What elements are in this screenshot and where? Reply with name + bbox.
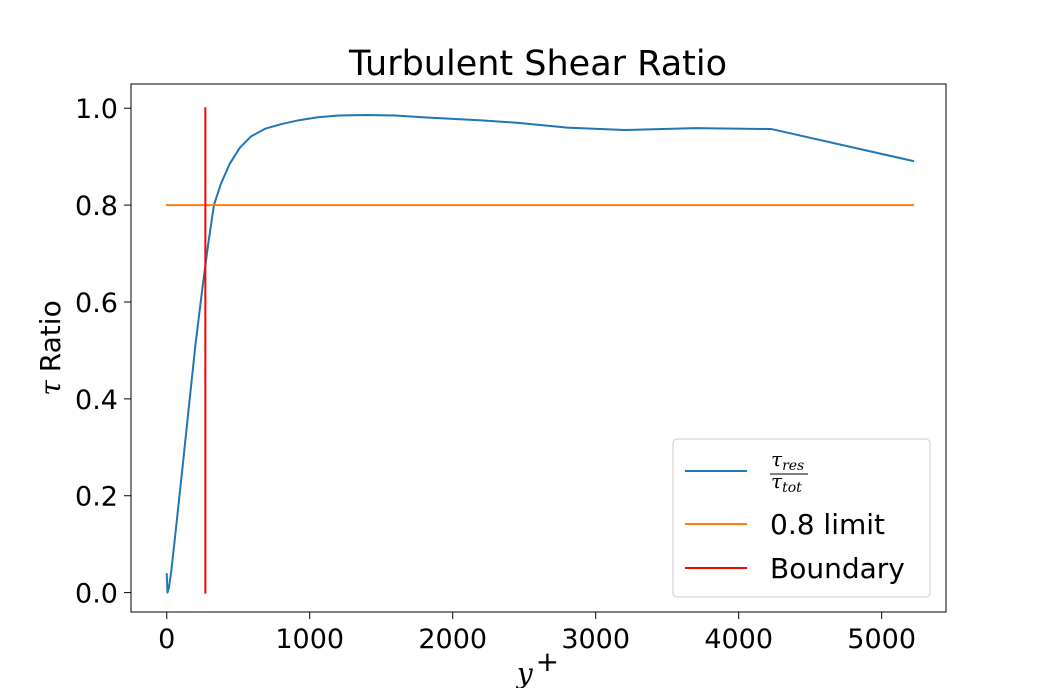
x-tick-label: 3000 xyxy=(561,624,630,655)
legend-fraction-numerator: τres xyxy=(771,447,804,474)
legend-den-base: τ xyxy=(771,469,783,493)
legend-num-base: τ xyxy=(771,447,783,471)
y-tick-label: 0.4 xyxy=(75,385,118,416)
plot-area xyxy=(130,83,947,613)
x-axis-label: y + xyxy=(515,645,559,688)
y-axis-label-symbol: τ xyxy=(34,380,67,396)
x-tick-label: 0 xyxy=(158,624,175,655)
x-axis: 0 1000 2000 3000 4000 5000 xyxy=(158,612,916,655)
legend-num-sub: res xyxy=(782,458,804,474)
y-tick-label: 1.0 xyxy=(75,94,118,125)
chart-title: Turbulent Shear Ratio xyxy=(348,44,727,84)
legend-label-boundary: Boundary xyxy=(770,552,905,585)
x-tick-label: 4000 xyxy=(704,624,773,655)
y-axis-label-word: Ratio xyxy=(34,300,67,372)
y-axis: 0.0 0.2 0.4 0.6 0.8 1.0 xyxy=(75,94,131,610)
legend-label-limit: 0.8 limit xyxy=(770,508,885,541)
legend-label-tau-ratio: τres τtot xyxy=(770,447,808,496)
y-tick-label: 0.2 xyxy=(75,482,118,513)
x-tick-label: 2000 xyxy=(418,624,487,655)
legend: τres τtot 0.8 limit Boundary xyxy=(672,438,931,598)
x-tick-label: 1000 xyxy=(275,624,344,655)
x-tick-label: 5000 xyxy=(847,624,916,655)
legend-box xyxy=(672,438,931,598)
x-axis-label-base: y xyxy=(515,657,534,688)
y-tick-label: 0.6 xyxy=(75,288,118,319)
y-axis-label: τ Ratio xyxy=(34,300,67,395)
y-tick-label: 0.0 xyxy=(75,579,118,610)
y-tick-label: 0.8 xyxy=(75,191,118,222)
legend-den-sub: tot xyxy=(782,480,802,496)
plot-frame xyxy=(130,83,947,613)
series-layer xyxy=(165,107,915,594)
legend-fraction-denominator: τtot xyxy=(771,469,802,496)
series-tau-ratio xyxy=(165,114,915,594)
x-axis-label-sup: + xyxy=(536,645,559,678)
